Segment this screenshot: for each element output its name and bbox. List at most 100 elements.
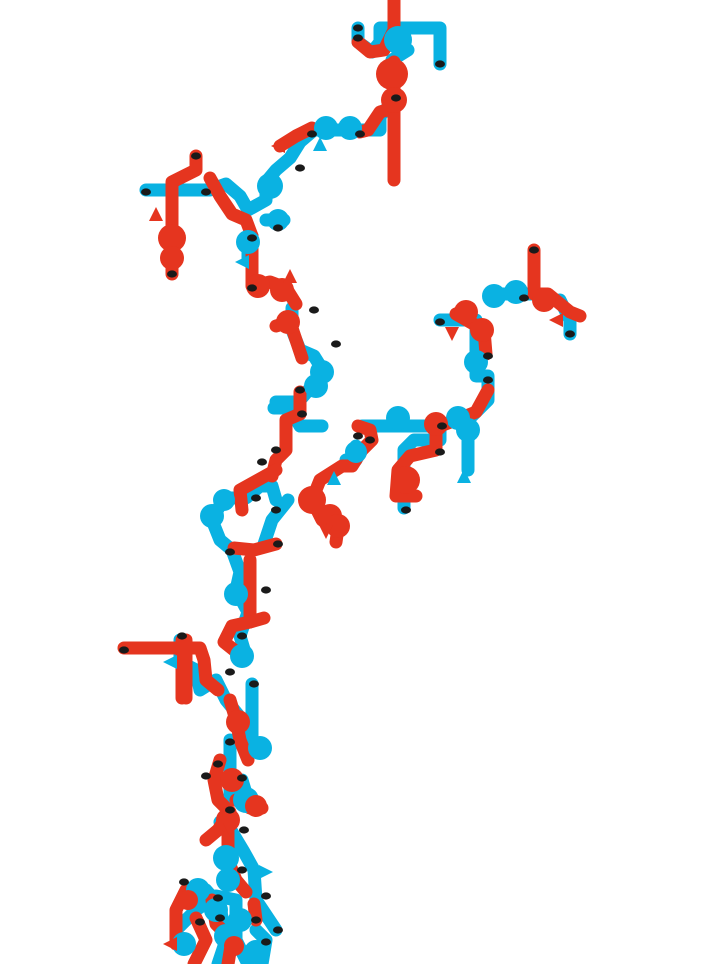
pipe-openings	[119, 24, 575, 946]
blue-elbow-joint	[216, 868, 240, 892]
red-elbow-joint	[392, 466, 420, 494]
red-elbow-joint	[270, 278, 294, 302]
pipe-opening	[261, 586, 271, 594]
red-pipe-segment	[233, 463, 283, 517]
pipe-opening	[435, 448, 445, 456]
red-elbow-joint	[298, 486, 326, 514]
pipe-opening	[295, 386, 305, 394]
red-elbow-joint	[424, 412, 448, 436]
pipe-opening	[119, 646, 129, 654]
pipe-opening	[271, 446, 281, 454]
red-pipe-segment	[175, 633, 193, 705]
arrow-marker	[457, 469, 471, 483]
blue-elbow-joint	[456, 418, 480, 442]
pipe-opening	[213, 760, 223, 768]
blue-elbow-joint	[224, 582, 248, 606]
pipe-opening	[483, 376, 493, 384]
pipe-opening	[251, 916, 261, 924]
arrow-marker	[319, 525, 333, 539]
red-elbow-joint	[245, 795, 267, 817]
red-elbow-joint	[532, 288, 556, 312]
arrow-marker	[397, 43, 411, 57]
pipe-opening	[201, 188, 211, 196]
red-elbow-joint	[276, 310, 300, 334]
pipe-opening	[201, 772, 211, 780]
pipe-opening	[353, 34, 363, 42]
pipe-opening	[179, 878, 189, 886]
red-pipe-segment	[199, 753, 237, 847]
red-elbow-joint	[470, 318, 494, 342]
blue-elbow-joint	[386, 406, 410, 430]
red-elbow-joint	[220, 768, 244, 792]
pipe-opening	[251, 494, 261, 502]
pipe-opening	[353, 432, 363, 440]
pipe-opening	[261, 938, 271, 946]
blue-elbow-joints	[172, 26, 528, 964]
arrow-marker	[271, 139, 285, 153]
pipe-opening	[213, 894, 223, 902]
pipe-opening	[247, 234, 257, 242]
pipe-opening	[365, 436, 375, 444]
pipe-opening	[177, 632, 187, 640]
pipe-opening	[237, 774, 247, 782]
pipe-opening	[309, 306, 319, 314]
blue-elbow-joint	[244, 940, 268, 964]
pipe-opening	[225, 548, 235, 556]
red-elbow-joint	[160, 246, 184, 270]
pipe-opening	[307, 130, 317, 138]
pipe-opening	[257, 458, 267, 466]
blue-elbow-joint	[482, 284, 506, 308]
arrow-marker	[235, 255, 249, 269]
pipe-opening	[167, 270, 177, 278]
red-elbow-joint	[326, 514, 350, 538]
pipe-opening	[261, 892, 271, 900]
arrow-marker	[259, 865, 273, 879]
pipe-opening	[355, 130, 365, 138]
blue-elbow-joint	[228, 908, 252, 932]
pipe-opening	[529, 246, 539, 254]
pipe-opening	[247, 284, 257, 292]
arrow-marker	[163, 937, 177, 951]
pipe-opening	[195, 918, 205, 926]
blue-elbow-joint	[236, 230, 260, 254]
pipe-opening	[331, 340, 341, 348]
red-elbow-joint	[178, 890, 198, 910]
red-elbow-joint	[246, 274, 270, 298]
arrow-marker	[163, 655, 177, 669]
pipe-opening	[483, 352, 493, 360]
red-pipe-segment	[351, 0, 401, 59]
pipe-opening	[273, 926, 283, 934]
pipe-opening	[249, 680, 259, 688]
arrow-markers	[149, 43, 563, 951]
pipe-opening	[273, 224, 283, 232]
pipe-opening	[519, 294, 529, 302]
pipe-opening	[271, 506, 281, 514]
arrow-marker	[223, 823, 237, 837]
arrow-marker	[283, 269, 297, 283]
pipe-opening	[273, 540, 283, 548]
blue-elbow-joint	[248, 736, 272, 760]
pipe-opening	[565, 330, 575, 338]
pipe-opening	[401, 506, 411, 514]
blue-elbow-joint	[213, 845, 239, 871]
red-pipe-segment	[265, 385, 307, 483]
pipe-opening	[391, 94, 401, 102]
pipe-opening	[297, 410, 307, 418]
red-pipe-segment	[117, 641, 225, 697]
red-elbow-joint	[454, 300, 478, 324]
pipe-opening	[437, 422, 447, 430]
blue-elbow-joint	[384, 26, 412, 54]
pipe-opening	[215, 914, 225, 922]
arrow-marker	[313, 137, 327, 151]
blue-elbow-joint	[172, 932, 196, 956]
pipe-opening	[191, 152, 201, 160]
blue-elbow-joint	[304, 374, 328, 398]
pipe-opening	[237, 866, 247, 874]
blue-elbow-joint	[464, 350, 488, 374]
pipe-opening	[225, 806, 235, 814]
red-pipe-segment	[273, 121, 319, 153]
pipe-opening	[353, 24, 363, 32]
pipe-opening	[239, 826, 249, 834]
red-elbow-joint	[224, 936, 244, 956]
